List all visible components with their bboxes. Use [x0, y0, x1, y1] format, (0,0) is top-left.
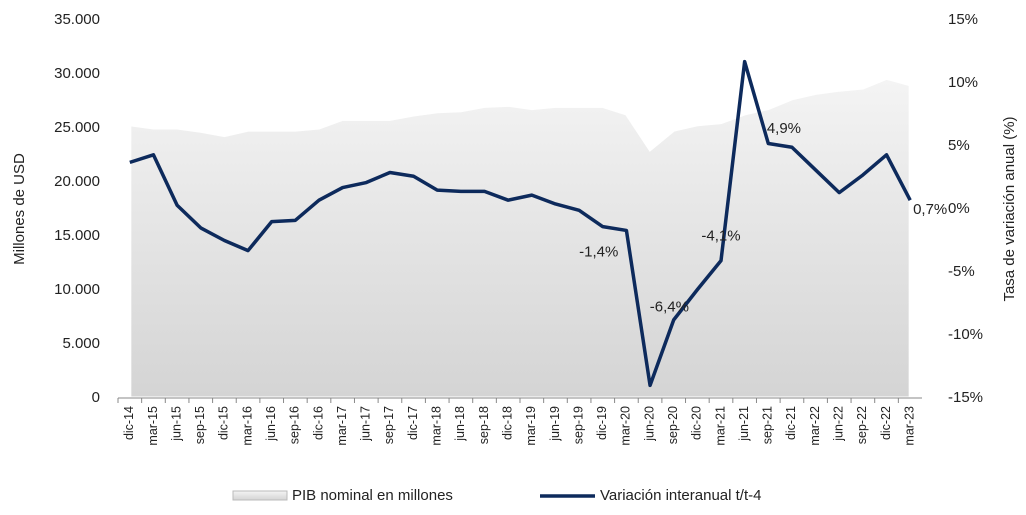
y-tick-label: 0 — [92, 389, 100, 406]
x-tick-label: jun-18 — [453, 406, 467, 442]
data-label: -4,1% — [701, 228, 740, 245]
x-tick-label: jun-16 — [264, 406, 278, 442]
y2-tick-label: 0% — [948, 200, 970, 217]
y-tick-label: 35.000 — [54, 11, 100, 28]
x-tick-label: sep-22 — [855, 406, 869, 444]
x-tick-label: dic-18 — [500, 406, 514, 440]
y2-tick-label: -10% — [948, 326, 983, 343]
x-tick-label: mar-21 — [713, 406, 727, 446]
x-tick-label: mar-16 — [240, 406, 254, 446]
y-tick-label: 30.000 — [54, 65, 100, 82]
area — [128, 76, 912, 400]
y2-tick-label: 5% — [948, 137, 970, 154]
data-label: -1,4% — [579, 244, 618, 261]
x-tick-label: jun-22 — [832, 406, 846, 442]
x-tick-label: dic-21 — [784, 406, 798, 440]
x-tick-label: dic-20 — [690, 406, 704, 440]
x-tick-label: mar-17 — [335, 406, 349, 446]
x-tick-label: mar-15 — [146, 406, 160, 446]
x-tick-label: sep-20 — [666, 406, 680, 444]
x-tick-label: mar-22 — [808, 406, 822, 446]
y-tick-label: 20.000 — [54, 173, 100, 190]
x-tick-label: sep-19 — [571, 406, 585, 444]
x-tick-label: dic-22 — [879, 406, 893, 440]
data-label: -6,4% — [650, 299, 689, 316]
y-tick-label: 25.000 — [54, 119, 100, 136]
x-tick-label: jun-19 — [548, 406, 562, 442]
x-tick-label: dic-19 — [595, 406, 609, 440]
y-tick-label: 5.000 — [62, 335, 100, 352]
y-tick-label: 15.000 — [54, 227, 100, 244]
x-tick-label: jun-17 — [359, 406, 373, 442]
x-tick-label: sep-16 — [288, 406, 302, 444]
x-tick-label: mar-23 — [902, 406, 916, 446]
legend-label: PIB nominal en millones — [292, 487, 453, 504]
x-tick-label: mar-20 — [619, 406, 633, 446]
x-tick-label: sep-17 — [382, 406, 396, 444]
y-axis-title: Millones de USD — [11, 153, 28, 265]
legend-swatch — [232, 490, 288, 501]
x-tick-label: dic-17 — [406, 406, 420, 440]
x-tick-label: jun-15 — [169, 406, 183, 442]
x-tick-label: sep-18 — [477, 406, 491, 444]
y2-axis-title: Tasa de variación anual (%) — [1001, 116, 1018, 301]
x-tick-label: dic-14 — [122, 406, 136, 440]
y-tick-label: 10.000 — [54, 281, 100, 298]
x-tick-label: dic-16 — [311, 406, 325, 440]
data-label: 4,9% — [767, 120, 801, 137]
y2-tick-label: 10% — [948, 74, 978, 91]
x-tick-label: sep-15 — [193, 406, 207, 444]
data-label: 0,7% — [913, 201, 947, 218]
x-tick-label: jun-20 — [642, 406, 656, 442]
x-tick-label: mar-19 — [524, 406, 538, 446]
y2-tick-label: -5% — [948, 263, 975, 280]
line — [129, 59, 912, 388]
x-tick-label: mar-18 — [430, 406, 444, 446]
x-tick-label: jun-21 — [737, 406, 751, 442]
x-tick-label: sep-21 — [761, 406, 775, 444]
y2-tick-label: -15% — [948, 389, 983, 406]
y2-tick-label: 15% — [948, 11, 978, 28]
x-tick-label: dic-15 — [217, 406, 231, 440]
legend-label: Variación interanual t/t-4 — [600, 487, 761, 504]
